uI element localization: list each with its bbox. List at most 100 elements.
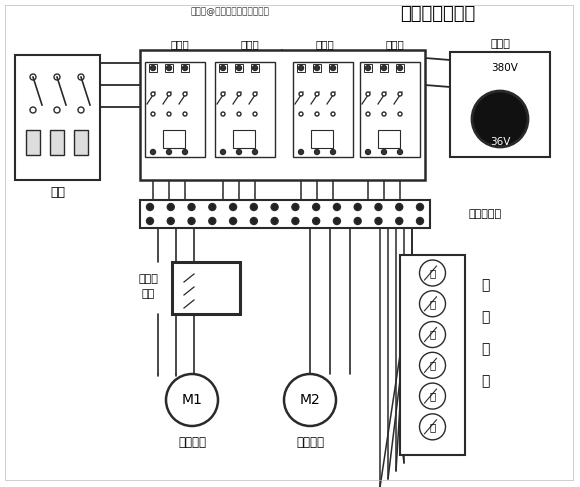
Circle shape xyxy=(334,218,340,225)
Bar xyxy=(313,64,321,72)
Circle shape xyxy=(419,321,445,348)
Circle shape xyxy=(419,383,445,409)
Circle shape xyxy=(251,204,258,210)
Circle shape xyxy=(416,218,423,225)
Circle shape xyxy=(397,65,403,71)
Circle shape xyxy=(366,112,370,116)
Circle shape xyxy=(354,218,361,225)
Circle shape xyxy=(271,218,278,225)
Bar xyxy=(219,64,227,72)
Text: 380V: 380V xyxy=(492,63,519,73)
Text: 升降电机: 升降电机 xyxy=(178,435,206,449)
Bar xyxy=(297,64,305,72)
Circle shape xyxy=(382,92,386,96)
Circle shape xyxy=(397,150,403,154)
Circle shape xyxy=(237,150,241,154)
Text: 接触器: 接触器 xyxy=(171,39,190,49)
Circle shape xyxy=(253,112,257,116)
Circle shape xyxy=(54,107,60,113)
Circle shape xyxy=(366,92,370,96)
Circle shape xyxy=(54,74,60,80)
Circle shape xyxy=(167,204,174,210)
Text: 接触器: 接触器 xyxy=(241,39,259,49)
Bar xyxy=(450,52,550,157)
Bar xyxy=(215,62,275,157)
Circle shape xyxy=(419,260,445,286)
Text: 接触器: 接触器 xyxy=(316,39,335,49)
Bar xyxy=(172,262,240,314)
Circle shape xyxy=(284,374,336,426)
Text: M2: M2 xyxy=(300,393,320,407)
Bar xyxy=(149,64,157,72)
Circle shape xyxy=(166,374,218,426)
Circle shape xyxy=(167,218,174,225)
Circle shape xyxy=(419,352,445,378)
Circle shape xyxy=(419,414,445,440)
Circle shape xyxy=(167,92,171,96)
Bar xyxy=(235,64,243,72)
Text: 上: 上 xyxy=(429,330,436,339)
Circle shape xyxy=(299,92,303,96)
Circle shape xyxy=(334,204,340,210)
Bar xyxy=(293,62,353,157)
Circle shape xyxy=(209,204,216,210)
Circle shape xyxy=(78,107,84,113)
Circle shape xyxy=(183,150,187,154)
Circle shape xyxy=(151,92,155,96)
Circle shape xyxy=(382,150,386,154)
Text: 左: 左 xyxy=(429,391,436,401)
Circle shape xyxy=(167,112,171,116)
Circle shape xyxy=(292,218,299,225)
Bar xyxy=(329,64,337,72)
Circle shape xyxy=(209,218,216,225)
Text: 操: 操 xyxy=(481,278,489,292)
Circle shape xyxy=(221,112,225,116)
Bar xyxy=(233,130,255,148)
Circle shape xyxy=(252,150,258,154)
Circle shape xyxy=(147,204,154,210)
Circle shape xyxy=(299,112,303,116)
Bar xyxy=(181,64,189,72)
Circle shape xyxy=(237,65,241,71)
Circle shape xyxy=(220,150,226,154)
Circle shape xyxy=(331,112,335,116)
Circle shape xyxy=(354,204,361,210)
Circle shape xyxy=(237,92,241,96)
Circle shape xyxy=(375,204,382,210)
Text: 绿: 绿 xyxy=(429,268,436,278)
Circle shape xyxy=(314,150,320,154)
Text: 作: 作 xyxy=(481,310,489,324)
Circle shape xyxy=(382,65,386,71)
Bar xyxy=(145,62,205,157)
Circle shape xyxy=(188,204,195,210)
Circle shape xyxy=(220,65,226,71)
Circle shape xyxy=(147,218,154,225)
Circle shape xyxy=(151,112,155,116)
Bar xyxy=(165,64,173,72)
Circle shape xyxy=(313,218,320,225)
Text: 36V: 36V xyxy=(490,137,510,147)
Circle shape xyxy=(331,65,335,71)
Bar xyxy=(50,130,64,155)
Circle shape xyxy=(183,112,187,116)
Circle shape xyxy=(398,112,402,116)
Circle shape xyxy=(230,218,237,225)
Circle shape xyxy=(30,74,36,80)
Bar xyxy=(380,64,388,72)
Text: 行走电机: 行走电机 xyxy=(296,435,324,449)
Bar xyxy=(15,55,100,180)
Circle shape xyxy=(299,65,303,71)
Text: 接触器: 接触器 xyxy=(386,39,404,49)
Bar xyxy=(74,130,88,155)
Bar xyxy=(364,64,372,72)
Text: 搜狐号@北京猎鹰国际重工机械: 搜狐号@北京猎鹰国际重工机械 xyxy=(191,7,270,17)
Circle shape xyxy=(150,65,155,71)
Text: 接线端子排: 接线端子排 xyxy=(469,209,502,219)
Circle shape xyxy=(150,150,155,154)
Circle shape xyxy=(252,65,258,71)
Circle shape xyxy=(188,218,195,225)
Text: 右: 右 xyxy=(429,422,436,432)
Circle shape xyxy=(375,218,382,225)
Text: 红: 红 xyxy=(429,299,436,309)
Circle shape xyxy=(183,65,187,71)
